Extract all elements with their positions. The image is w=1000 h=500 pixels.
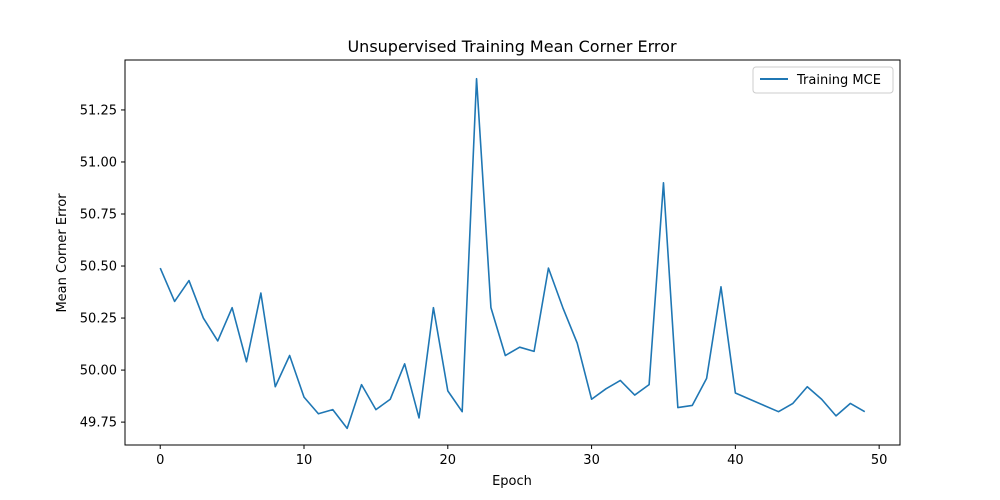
x-tick-label: 10 bbox=[296, 453, 313, 468]
legend-label: Training MCE bbox=[796, 73, 881, 88]
x-tick-label: 0 bbox=[156, 453, 164, 468]
y-tick-label: 50.00 bbox=[80, 364, 117, 379]
y-tick-label: 50.75 bbox=[80, 208, 117, 223]
series-layer bbox=[159, 77, 866, 430]
y-tick-label: 50.25 bbox=[80, 312, 117, 327]
y-axis: 49.75 50.00 50.25 50.50 50.75 51.00 51.25 bbox=[80, 103, 125, 431]
x-tick-label: 20 bbox=[440, 453, 457, 468]
x-axis-label: Epoch bbox=[492, 474, 532, 489]
y-tick-label: 51.00 bbox=[80, 155, 117, 170]
y-tick-label: 51.25 bbox=[80, 103, 117, 118]
x-tick-label: 50 bbox=[871, 453, 888, 468]
y-axis-label: Mean Corner Error bbox=[55, 193, 70, 313]
y-tick-label: 49.75 bbox=[80, 416, 117, 431]
y-tick-label: 50.50 bbox=[80, 260, 117, 275]
chart-title: Unsupervised Training Mean Corner Error bbox=[347, 37, 676, 56]
legend-box bbox=[752, 66, 894, 94]
plot-area bbox=[124, 59, 901, 446]
plot-frame bbox=[124, 59, 901, 446]
x-tick-label: 30 bbox=[583, 453, 600, 468]
legend: Training MCE bbox=[752, 66, 894, 94]
x-tick-label: 40 bbox=[727, 453, 744, 468]
x-axis: 0 10 20 30 40 50 bbox=[156, 445, 887, 468]
series-line-training-mce bbox=[159, 77, 866, 430]
